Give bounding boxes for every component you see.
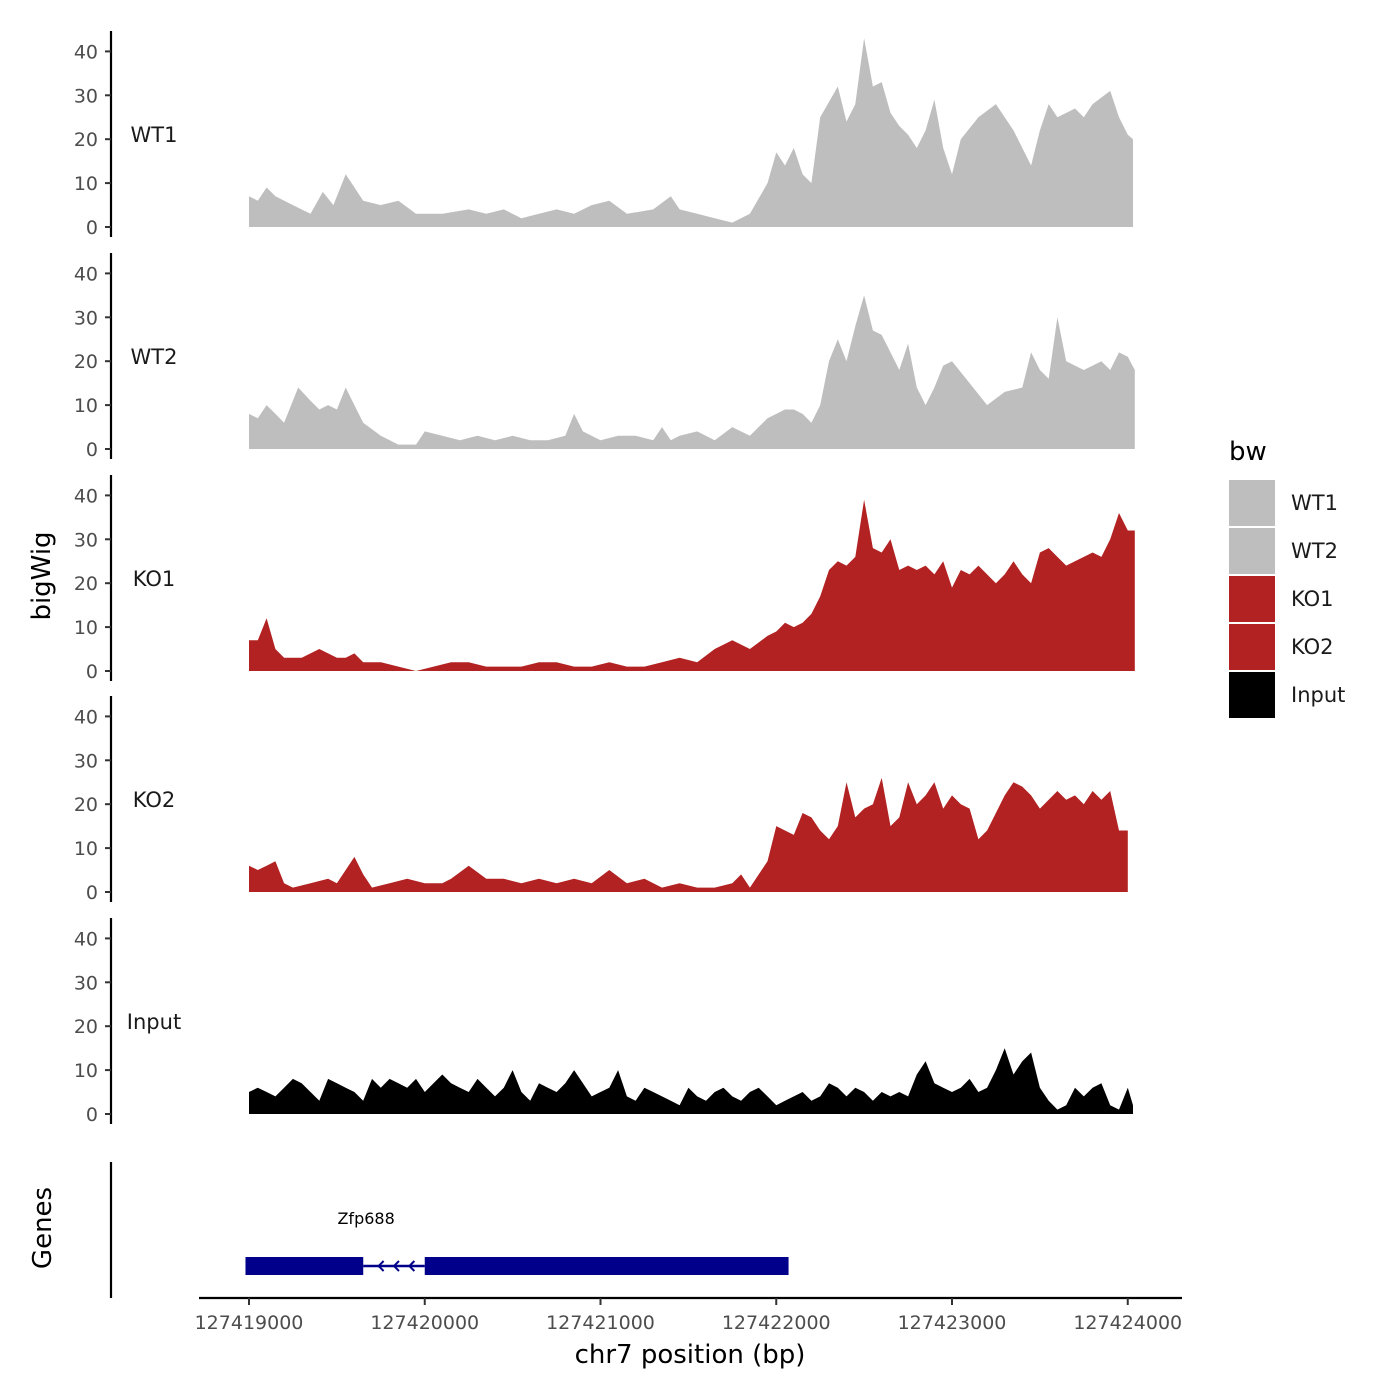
y-tick-label: 30 xyxy=(74,85,98,107)
legend-item-ko2: KO2 xyxy=(1229,624,1334,670)
y-tick-label: 0 xyxy=(86,217,98,239)
x-tick-label: 127421000 xyxy=(546,1312,655,1334)
area-wt2 xyxy=(249,295,1135,449)
y-tick-label: 0 xyxy=(86,882,98,904)
track-label-ko1: KO1 xyxy=(133,567,176,591)
y-tick-label: 10 xyxy=(74,838,98,860)
genes-panel-label: Genes xyxy=(28,1187,58,1269)
genes-panel: Genes Zfp688 xyxy=(28,1162,789,1298)
track-label-wt2: WT2 xyxy=(131,345,178,369)
legend-title: bw xyxy=(1229,437,1267,467)
y-tick-label: 20 xyxy=(74,129,98,151)
x-tick-label: 127424000 xyxy=(1073,1312,1182,1334)
y-tick-label: 30 xyxy=(74,750,98,772)
legend-key xyxy=(1229,528,1275,574)
track-wt1: 0 10 20 30 40 WT1 xyxy=(74,31,1133,239)
legend-key xyxy=(1229,480,1275,526)
legend-items: WT1 WT2 KO1 KO2 Input xyxy=(1229,480,1345,718)
legend: bw WT1 WT2 KO1 KO2 Input xyxy=(1229,437,1345,718)
y-tick-label: 40 xyxy=(74,41,98,63)
y-axis-title: bigWig xyxy=(27,531,57,620)
x-axis: 127419000 127420000 127421000 127422000 1274… xyxy=(195,1296,1182,1370)
legend-key xyxy=(1229,624,1275,670)
x-axis-title: chr7 position (bp) xyxy=(575,1340,806,1370)
y-tick-label: 40 xyxy=(74,928,98,950)
track-label-wt1: WT1 xyxy=(131,123,178,147)
strand-arrow xyxy=(377,1260,385,1272)
y-tick-label: 30 xyxy=(74,529,98,551)
legend-label: WT2 xyxy=(1291,539,1338,563)
x-ticks: 127419000 127420000 127421000 127422000 1274… xyxy=(195,1298,1182,1334)
track-wt2: 0 10 20 30 40 WT2 xyxy=(74,253,1135,461)
legend-item-wt1: WT1 xyxy=(1229,480,1338,526)
area-ko2 xyxy=(249,777,1128,892)
legend-item-ko1: KO1 xyxy=(1229,576,1334,622)
y-tick-label: 20 xyxy=(74,351,98,373)
y-tick-label: 0 xyxy=(86,661,98,683)
x-tick-label: 127422000 xyxy=(722,1312,831,1334)
legend-label: WT1 xyxy=(1291,491,1338,515)
gene-name-label: Zfp688 xyxy=(337,1209,394,1228)
y-tick-label: 40 xyxy=(74,706,98,728)
legend-label: KO1 xyxy=(1291,587,1334,611)
y-tick-label: 10 xyxy=(74,617,98,639)
legend-key xyxy=(1229,672,1275,718)
legend-label: KO2 xyxy=(1291,635,1334,659)
legend-label: Input xyxy=(1291,683,1345,707)
y-tick-label: 10 xyxy=(74,1060,98,1082)
y-tick-label: 40 xyxy=(74,263,98,285)
legend-item-input: Input xyxy=(1229,672,1345,718)
track-label-input: Input xyxy=(127,1010,181,1034)
gene-exon xyxy=(424,1257,789,1275)
area-ko1 xyxy=(249,499,1135,671)
track-label-ko2: KO2 xyxy=(133,788,176,812)
y-tick-label: 10 xyxy=(74,395,98,417)
track-ko2: 0 10 20 30 40 KO2 xyxy=(74,696,1128,904)
track-input: 0 10 20 30 40 Input xyxy=(74,918,1133,1126)
x-tick-label: 127420000 xyxy=(370,1312,479,1334)
y-tick-label: 20 xyxy=(74,794,98,816)
gene-exon xyxy=(245,1257,364,1275)
y-tick-label: 0 xyxy=(86,1104,98,1126)
y-tick-label: 30 xyxy=(74,972,98,994)
y-tick-label: 40 xyxy=(74,485,98,507)
y-tick-label: 0 xyxy=(86,439,98,461)
strand-arrow xyxy=(392,1260,400,1272)
gene-model: Zfp688 xyxy=(245,1209,789,1275)
y-tick-label: 10 xyxy=(74,173,98,195)
strand-arrow xyxy=(407,1260,416,1272)
y-tick-label: 20 xyxy=(74,573,98,595)
legend-item-wt2: WT2 xyxy=(1229,528,1338,574)
legend-key xyxy=(1229,576,1275,622)
bigwig-tracks: 0 10 20 30 40 WT1 0 10 20 30 40 WT2 0 10 20 30 40 KO1 0 10 2… xyxy=(74,31,1135,1126)
y-tick-label: 30 xyxy=(74,307,98,329)
area-input xyxy=(249,1048,1133,1114)
area-wt1 xyxy=(249,38,1133,228)
x-tick-label: 127419000 xyxy=(195,1312,304,1334)
track-ko1: 0 10 20 30 40 KO1 xyxy=(74,475,1135,683)
x-tick-label: 127423000 xyxy=(898,1312,1007,1334)
y-tick-label: 20 xyxy=(74,1016,98,1038)
